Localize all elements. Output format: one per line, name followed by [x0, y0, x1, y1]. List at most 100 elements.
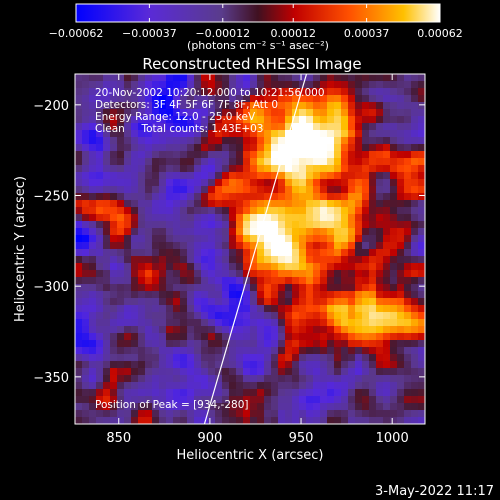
heatmap-cell — [208, 144, 216, 152]
heatmap-cell — [257, 74, 265, 82]
heatmap-cell — [348, 137, 356, 145]
heatmap-cell — [75, 179, 83, 187]
heatmap-cell — [131, 389, 139, 397]
heatmap-cell — [82, 200, 90, 208]
heatmap-cell — [271, 74, 279, 82]
heatmap-cell — [278, 417, 286, 424]
heatmap-cell — [313, 116, 321, 124]
heatmap-cell — [362, 158, 370, 166]
heatmap-cell — [145, 74, 153, 82]
annotation-time-range: 20-Nov-2002 10:20:12.000 to 10:21:56.000 — [95, 87, 325, 99]
heatmap-cell — [110, 305, 118, 313]
heatmap-cell — [124, 200, 132, 208]
heatmap-cell — [152, 368, 160, 376]
heatmap-cell — [208, 74, 216, 82]
heatmap-cell — [271, 165, 279, 173]
heatmap-cell — [341, 144, 349, 152]
heatmap-cell — [341, 410, 349, 418]
heatmap-cell — [397, 361, 405, 369]
heatmap-cell — [271, 151, 279, 159]
heatmap-cell — [355, 137, 363, 145]
heatmap-cell — [362, 207, 370, 215]
heatmap-cell — [411, 277, 419, 285]
heatmap-cell — [383, 130, 391, 138]
heatmap-cell — [348, 361, 356, 369]
heatmap-cell — [271, 263, 279, 271]
heatmap-cell — [362, 186, 370, 194]
heatmap-cell — [306, 249, 314, 257]
heatmap-cell — [271, 396, 279, 404]
heatmap-cell — [334, 249, 342, 257]
heatmap-cell — [390, 144, 398, 152]
heatmap-cell — [313, 200, 321, 208]
heatmap-cell — [285, 207, 293, 215]
heatmap-cell — [208, 256, 216, 264]
heatmap-cell — [138, 319, 146, 327]
heatmap-cell — [383, 88, 391, 96]
heatmap-cell — [138, 200, 146, 208]
heatmap-cell — [299, 165, 307, 173]
heatmap-cell — [110, 158, 118, 166]
heatmap-cell — [327, 249, 335, 257]
heatmap-cell — [110, 193, 118, 201]
heatmap-cell — [82, 361, 90, 369]
heatmap-cell — [397, 256, 405, 264]
heatmap-cell — [341, 375, 349, 383]
heatmap-cell — [236, 144, 244, 152]
heatmap-cell — [110, 144, 118, 152]
heatmap-cell — [313, 270, 321, 278]
heatmap-cell — [327, 319, 335, 327]
heatmap-cell — [292, 95, 300, 103]
heatmap-cell — [131, 242, 139, 250]
heatmap-cell — [383, 270, 391, 278]
heatmap-cell — [145, 235, 153, 243]
heatmap-cell — [348, 326, 356, 334]
heatmap-cell — [159, 410, 167, 418]
heatmap-cell — [187, 361, 195, 369]
heatmap-cell — [418, 361, 425, 369]
heatmap-cell — [327, 137, 335, 145]
heatmap-cell — [236, 410, 244, 418]
heatmap-cell — [327, 403, 335, 411]
heatmap-cell — [369, 81, 377, 89]
heatmap-cell — [264, 319, 272, 327]
heatmap-cell — [138, 312, 146, 320]
heatmap-cell — [173, 375, 181, 383]
heatmap-cell — [208, 172, 216, 180]
heatmap-cell — [348, 123, 356, 131]
heatmap-cell — [348, 235, 356, 243]
heatmap-cell — [194, 137, 202, 145]
heatmap-cell — [96, 123, 104, 131]
heatmap-cell — [229, 361, 237, 369]
heatmap-cell — [124, 270, 132, 278]
heatmap-cell — [341, 130, 349, 138]
heatmap-cell — [166, 417, 174, 424]
heatmap-cell — [355, 144, 363, 152]
heatmap-cell — [355, 403, 363, 411]
heatmap-cell — [229, 263, 237, 271]
heatmap-cell — [257, 368, 265, 376]
heatmap-cell — [320, 403, 328, 411]
heatmap-cell — [89, 284, 97, 292]
heatmap-cell — [173, 214, 181, 222]
heatmap-cell — [138, 221, 146, 229]
heatmap-cell — [166, 242, 174, 250]
heatmap-cell — [215, 193, 223, 201]
heatmap-cell — [250, 347, 258, 355]
heatmap-cell — [362, 382, 370, 390]
heatmap-cell — [411, 312, 419, 320]
heatmap-cell — [152, 88, 160, 96]
heatmap-cell — [285, 340, 293, 348]
heatmap-cell — [180, 172, 188, 180]
heatmap-cell — [292, 186, 300, 194]
heatmap-cell — [313, 389, 321, 397]
heatmap-cell — [327, 151, 335, 159]
heatmap-cell — [194, 382, 202, 390]
heatmap-cell — [320, 172, 328, 180]
heatmap-cell — [390, 277, 398, 285]
heatmap-cell — [145, 95, 153, 103]
heatmap-cell — [306, 221, 314, 229]
heatmap-cell — [82, 270, 90, 278]
heatmap-cell — [390, 186, 398, 194]
heatmap-cell — [257, 109, 265, 117]
